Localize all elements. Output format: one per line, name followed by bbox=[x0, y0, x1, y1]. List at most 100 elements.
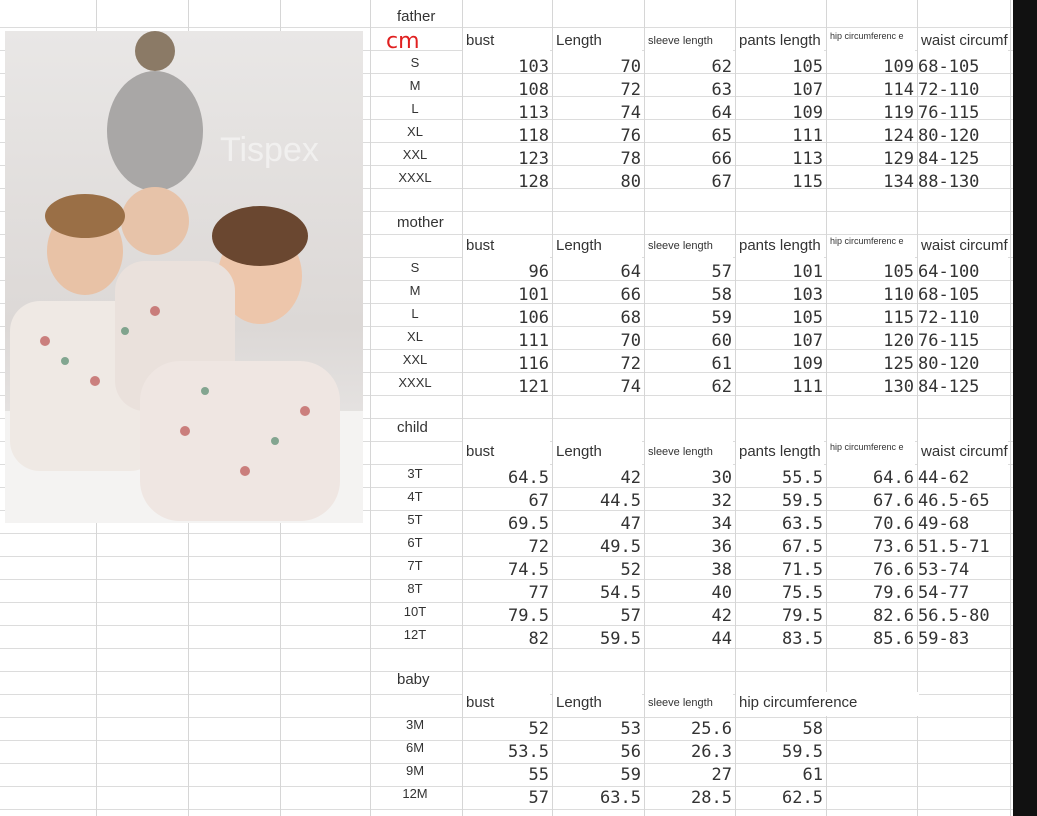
size-label[interactable]: XXXL bbox=[398, 170, 432, 185]
waist-value[interactable]: 51.5-71 bbox=[918, 537, 990, 557]
measurement-value[interactable]: 109 bbox=[883, 57, 914, 77]
measurement-value[interactable]: 115 bbox=[792, 172, 823, 192]
measurement-value[interactable]: 52 bbox=[528, 719, 549, 739]
waist-value[interactable]: 76-115 bbox=[918, 331, 980, 351]
measurement-value[interactable]: 42 bbox=[711, 606, 732, 626]
waist-value[interactable]: 80-120 bbox=[918, 354, 980, 374]
waist-value[interactable]: 72-110 bbox=[918, 80, 980, 100]
column-header[interactable]: waist circumf bbox=[918, 235, 1008, 259]
measurement-value[interactable]: 40 bbox=[711, 583, 732, 603]
size-label[interactable]: L bbox=[411, 306, 419, 321]
size-label[interactable]: 5T bbox=[407, 512, 423, 527]
waist-value[interactable]: 68-105 bbox=[918, 57, 980, 77]
waist-value[interactable]: 72-110 bbox=[918, 308, 980, 328]
measurement-value[interactable]: 64 bbox=[711, 103, 732, 123]
measurement-value[interactable]: 59 bbox=[711, 308, 732, 328]
measurement-value[interactable]: 77 bbox=[528, 583, 549, 603]
measurement-value[interactable]: 109 bbox=[792, 354, 823, 374]
measurement-value[interactable]: 119 bbox=[883, 103, 914, 123]
waist-value[interactable]: 84-125 bbox=[918, 377, 980, 397]
size-label[interactable]: XXL bbox=[402, 352, 428, 367]
column-header[interactable]: bust bbox=[463, 441, 550, 465]
measurement-value[interactable]: 57 bbox=[528, 788, 549, 808]
measurement-value[interactable]: 66 bbox=[711, 149, 732, 169]
measurement-value[interactable]: 109 bbox=[792, 103, 823, 123]
section-title[interactable]: child bbox=[397, 419, 428, 436]
measurement-value[interactable]: 57 bbox=[711, 262, 732, 282]
section-title[interactable]: mother bbox=[397, 214, 444, 231]
measurement-value[interactable]: 55 bbox=[528, 765, 549, 785]
measurement-value[interactable]: 115 bbox=[883, 308, 914, 328]
size-label[interactable]: XL bbox=[407, 329, 423, 344]
measurement-value[interactable]: 49.5 bbox=[600, 537, 641, 557]
measurement-value[interactable]: 38 bbox=[711, 560, 732, 580]
measurement-value[interactable]: 110 bbox=[883, 285, 914, 305]
measurement-value[interactable]: 113 bbox=[518, 103, 549, 123]
measurement-value[interactable]: 125 bbox=[883, 354, 914, 374]
measurement-value[interactable]: 74 bbox=[620, 103, 641, 123]
measurement-value[interactable]: 65 bbox=[711, 126, 732, 146]
column-header[interactable]: sleeve length bbox=[645, 235, 733, 259]
measurement-value[interactable]: 67 bbox=[711, 172, 732, 192]
measurement-value[interactable]: 72 bbox=[620, 354, 641, 374]
measurement-value[interactable]: 67.6 bbox=[873, 491, 914, 511]
measurement-value[interactable]: 59.5 bbox=[782, 491, 823, 511]
column-header[interactable]: sleeve length bbox=[645, 30, 733, 54]
measurement-value[interactable]: 101 bbox=[518, 285, 549, 305]
measurement-value[interactable]: 63 bbox=[711, 80, 732, 100]
measurement-value[interactable]: 61 bbox=[802, 765, 823, 785]
size-label[interactable]: 6T bbox=[407, 535, 423, 550]
measurement-value[interactable]: 32 bbox=[711, 491, 732, 511]
measurement-value[interactable]: 134 bbox=[883, 172, 914, 192]
waist-value[interactable]: 56.5-80 bbox=[918, 606, 990, 626]
measurement-value[interactable]: 82.6 bbox=[873, 606, 914, 626]
column-header[interactable]: bust bbox=[463, 235, 550, 259]
column-header[interactable]: Length bbox=[553, 235, 642, 259]
column-header[interactable]: Length bbox=[553, 30, 642, 54]
measurement-value[interactable]: 61 bbox=[711, 354, 732, 374]
measurement-value[interactable]: 80 bbox=[620, 172, 641, 192]
waist-value[interactable]: 44-62 bbox=[918, 468, 970, 488]
measurement-value[interactable]: 26.3 bbox=[691, 742, 732, 762]
measurement-value[interactable]: 72 bbox=[620, 80, 641, 100]
measurement-value[interactable]: 67 bbox=[528, 491, 549, 511]
waist-value[interactable]: 64-100 bbox=[918, 262, 980, 282]
measurement-value[interactable]: 107 bbox=[792, 80, 823, 100]
measurement-value[interactable]: 74 bbox=[620, 377, 641, 397]
measurement-value[interactable]: 105 bbox=[792, 57, 823, 77]
measurement-value[interactable]: 72 bbox=[528, 537, 549, 557]
measurement-value[interactable]: 106 bbox=[518, 308, 549, 328]
size-label[interactable]: 9M bbox=[405, 763, 425, 778]
measurement-value[interactable]: 59 bbox=[620, 765, 641, 785]
column-header[interactable]: waist circumf bbox=[918, 30, 1008, 54]
measurement-value[interactable]: 71.5 bbox=[782, 560, 823, 580]
measurement-value[interactable]: 63.5 bbox=[782, 514, 823, 534]
column-header[interactable]: hip circumferenc e bbox=[827, 30, 915, 55]
column-header[interactable]: bust bbox=[463, 30, 550, 54]
column-header[interactable]: hip circumferenc e bbox=[827, 441, 915, 466]
measurement-value[interactable]: 128 bbox=[518, 172, 549, 192]
size-label[interactable]: L bbox=[411, 101, 419, 116]
measurement-value[interactable]: 42 bbox=[620, 468, 641, 488]
measurement-value[interactable]: 54.5 bbox=[600, 583, 641, 603]
measurement-value[interactable]: 83.5 bbox=[782, 629, 823, 649]
measurement-value[interactable]: 63.5 bbox=[600, 788, 641, 808]
measurement-value[interactable]: 118 bbox=[518, 126, 549, 146]
size-label[interactable]: XXL bbox=[402, 147, 428, 162]
measurement-value[interactable]: 59.5 bbox=[782, 742, 823, 762]
size-label[interactable]: XXXL bbox=[398, 375, 432, 390]
waist-value[interactable]: 59-83 bbox=[918, 629, 970, 649]
column-header[interactable]: bust bbox=[463, 692, 550, 716]
measurement-value[interactable]: 96 bbox=[528, 262, 549, 282]
column-header[interactable]: pants length bbox=[736, 441, 824, 465]
measurement-value[interactable]: 103 bbox=[792, 285, 823, 305]
waist-value[interactable]: 53-74 bbox=[918, 560, 970, 580]
measurement-value[interactable]: 114 bbox=[883, 80, 914, 100]
measurement-value[interactable]: 66 bbox=[620, 285, 641, 305]
measurement-value[interactable]: 101 bbox=[792, 262, 823, 282]
size-label[interactable]: S bbox=[410, 260, 420, 275]
measurement-value[interactable]: 52 bbox=[620, 560, 641, 580]
measurement-value[interactable]: 36 bbox=[711, 537, 732, 557]
waist-value[interactable]: 80-120 bbox=[918, 126, 980, 146]
size-label[interactable]: 12T bbox=[403, 627, 427, 642]
